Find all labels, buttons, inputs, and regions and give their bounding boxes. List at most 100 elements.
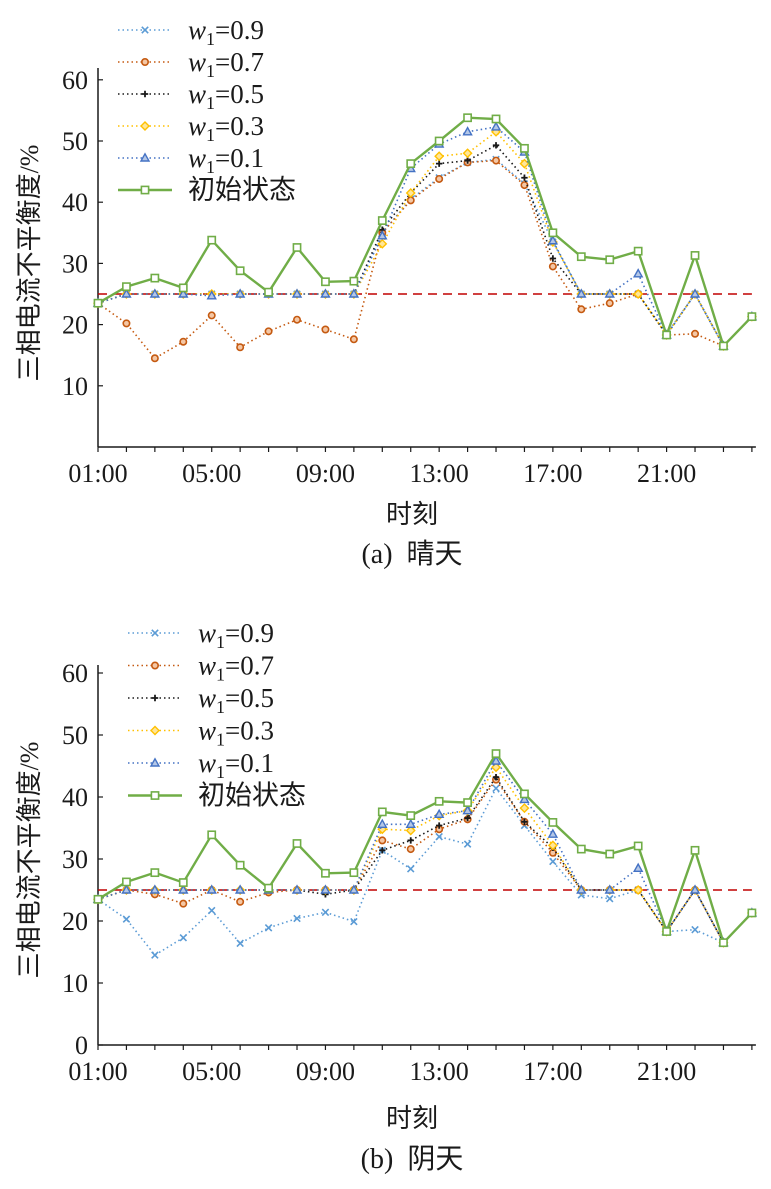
legend-value: 初始状态 bbox=[188, 175, 296, 205]
data-point bbox=[235, 266, 245, 276]
x-tick-label: 05:00 bbox=[182, 459, 241, 488]
legend-sub: 1 bbox=[216, 697, 225, 717]
data-point bbox=[433, 808, 445, 819]
data-point bbox=[377, 818, 388, 828]
data-point bbox=[576, 252, 586, 262]
chart-panel-cloudy: 三相电流不平衡度/% 时刻 (b) 阴天 0 10 20 30 40 50 60 01:00 0… bbox=[15, 618, 758, 1175]
data-point bbox=[122, 282, 131, 292]
data-point bbox=[662, 330, 671, 340]
data-point bbox=[490, 121, 502, 131]
data-point bbox=[435, 832, 443, 841]
x-tick-label: 05:00 bbox=[182, 1057, 241, 1086]
legend-value: =0.3 bbox=[215, 111, 264, 141]
data-point bbox=[405, 188, 416, 199]
data-point bbox=[576, 288, 587, 298]
data-point bbox=[464, 157, 471, 164]
legend-item: w1=0.5 bbox=[118, 79, 264, 113]
x-tick-label: 21:00 bbox=[637, 1057, 696, 1086]
y-tick-label: 30 bbox=[62, 249, 88, 278]
data-point bbox=[406, 811, 416, 820]
legend-item: w1=0.3 bbox=[128, 716, 274, 750]
data-point bbox=[633, 841, 643, 851]
y-tick-label: 60 bbox=[62, 659, 88, 688]
data-point bbox=[633, 246, 643, 256]
series-plus bbox=[94, 773, 756, 946]
legend-item: w1=0.5 bbox=[128, 683, 274, 717]
legend-var: w bbox=[198, 716, 216, 746]
data-point bbox=[377, 807, 387, 817]
data-point bbox=[264, 883, 273, 893]
legend-var: w bbox=[198, 651, 216, 681]
legend-marker bbox=[149, 757, 161, 767]
data-point bbox=[463, 840, 472, 848]
data-point bbox=[122, 319, 131, 328]
legend-label: w1=0.7 bbox=[188, 47, 264, 81]
data-point bbox=[350, 917, 358, 926]
data-point bbox=[719, 938, 728, 948]
legend-marker bbox=[139, 152, 151, 162]
legend-var: w bbox=[198, 618, 216, 648]
data-point bbox=[292, 243, 302, 252]
data-point bbox=[379, 847, 386, 854]
legend-marker bbox=[140, 185, 150, 195]
legend-sub: 1 bbox=[216, 632, 225, 652]
data-point bbox=[377, 230, 388, 240]
data-point bbox=[462, 148, 473, 159]
legend-marker bbox=[151, 694, 159, 702]
data-point bbox=[690, 845, 700, 855]
x-axis-label: 时刻 bbox=[386, 1104, 438, 1133]
data-point bbox=[405, 825, 416, 836]
legend-sub: 1 bbox=[206, 125, 215, 145]
chart-panel-sunny: 三相电流不平衡度/% 时刻 (a) 晴天 10 20 30 40 50 60 01:00 05… bbox=[15, 15, 758, 570]
data-point bbox=[178, 288, 189, 298]
legend-item: 初始状态 bbox=[128, 781, 306, 811]
data-point bbox=[178, 884, 189, 894]
legend-value: =0.3 bbox=[225, 716, 274, 746]
data-point bbox=[492, 142, 500, 149]
data-point bbox=[93, 894, 103, 904]
data-point bbox=[548, 228, 558, 238]
data-point bbox=[348, 884, 360, 894]
legend-item: w1=0.3 bbox=[118, 111, 264, 145]
data-point bbox=[264, 287, 273, 297]
data-point bbox=[179, 899, 188, 908]
series-square bbox=[93, 749, 757, 948]
data-point bbox=[662, 927, 671, 936]
data-point bbox=[264, 924, 273, 932]
data-point bbox=[236, 343, 245, 352]
x-tick-label: 09:00 bbox=[296, 459, 355, 488]
data-point bbox=[547, 828, 559, 838]
data-point bbox=[406, 865, 415, 873]
series-line bbox=[97, 751, 753, 946]
legend-label: w1=0.9 bbox=[188, 15, 264, 49]
data-point bbox=[207, 830, 217, 840]
data-point bbox=[492, 784, 500, 793]
data-point bbox=[547, 235, 559, 245]
data-point bbox=[178, 878, 188, 887]
data-point bbox=[604, 884, 615, 894]
x-tick-label: 17:00 bbox=[523, 1057, 582, 1086]
data-point bbox=[207, 235, 217, 245]
y-axis-label: 三相电流不平衡度/% bbox=[15, 145, 44, 382]
data-point bbox=[605, 894, 614, 903]
series-line bbox=[97, 116, 753, 349]
data-point bbox=[406, 196, 415, 205]
data-point bbox=[464, 814, 471, 822]
legend-marker bbox=[141, 57, 150, 66]
data-point bbox=[321, 277, 330, 287]
data-point bbox=[434, 796, 444, 806]
data-point bbox=[519, 793, 530, 804]
series-line bbox=[97, 786, 753, 957]
series-square bbox=[93, 113, 757, 351]
series-line bbox=[97, 130, 753, 348]
x-axis-label: 时刻 bbox=[386, 500, 438, 529]
data-point bbox=[320, 288, 331, 298]
data-point bbox=[291, 884, 303, 894]
chart-caption: (a) 晴天 bbox=[361, 538, 462, 570]
data-point bbox=[549, 255, 557, 262]
legend-var: w bbox=[188, 47, 206, 77]
legend-value: =0.7 bbox=[215, 47, 264, 77]
data-point bbox=[293, 914, 301, 923]
data-point bbox=[633, 885, 644, 895]
